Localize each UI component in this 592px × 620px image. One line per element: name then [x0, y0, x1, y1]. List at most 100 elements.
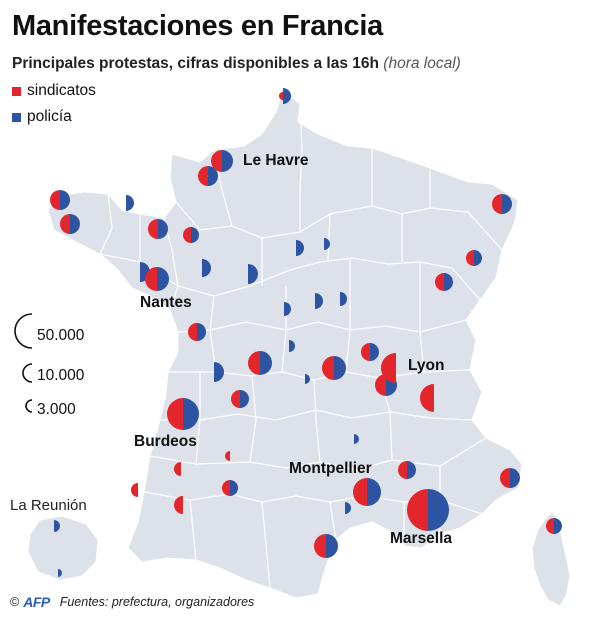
protest-marker: [54, 520, 60, 532]
sindicatos-half: [131, 483, 138, 497]
policia-half: [284, 302, 291, 316]
size-legend-arc-10000: [22, 363, 33, 383]
protest-marker: [420, 384, 434, 412]
protest-marker: [126, 195, 134, 211]
policia-half: [326, 534, 338, 558]
sindicatos-half: [381, 353, 396, 383]
sindicatos-half: [222, 480, 230, 496]
size-legend-arc-3000: [25, 399, 33, 413]
policia-half: [289, 340, 295, 352]
policia-half: [296, 240, 304, 256]
protest-marker: [148, 219, 168, 239]
policia-half: [222, 150, 233, 172]
protest-marker: [381, 353, 396, 383]
sindicatos-half: [466, 250, 474, 266]
policia-half: [444, 273, 453, 291]
protest-marker: [315, 293, 323, 309]
size-legend-arc-50000: [14, 313, 33, 349]
city-label-le-havre: Le Havre: [243, 152, 309, 169]
protest-marker: [361, 343, 379, 361]
sindicatos-half: [435, 273, 444, 291]
policia-half: [283, 88, 291, 104]
copyright-symbol: ©: [10, 595, 20, 609]
afp-logo: AFP: [23, 594, 50, 610]
protest-marker: [284, 302, 291, 316]
policia-half: [367, 478, 381, 506]
protest-marker: [492, 194, 512, 214]
protest-marker: [354, 434, 359, 444]
policia-half: [407, 461, 416, 479]
sindicatos-half: [353, 478, 367, 506]
protest-marker: [466, 250, 482, 266]
policia-half: [474, 250, 482, 266]
protest-marker: [174, 496, 183, 514]
protest-marker: [353, 478, 381, 506]
policia-half: [502, 194, 512, 214]
legend-label: policía: [27, 108, 72, 125]
policia-half: [70, 214, 80, 234]
protest-markers: [50, 88, 562, 577]
city-label-montpellier: Montpellier: [289, 460, 372, 477]
sindicatos-half: [314, 534, 326, 558]
policia-half: [370, 343, 379, 361]
protest-marker: [145, 267, 169, 291]
sources-text: Fuentes: prefectura, organizadores: [59, 595, 255, 609]
inset-label-la-reunion: La Reunión: [10, 497, 87, 514]
sindicatos-half: [500, 468, 510, 488]
sindicatos-half: [167, 398, 183, 430]
sindicatos-half: [188, 323, 197, 341]
protest-marker: [174, 462, 181, 476]
protest-marker: [546, 518, 562, 534]
sindicatos-half: [231, 390, 240, 408]
policia-half: [340, 292, 347, 306]
sindicatos-half: [546, 518, 554, 534]
policia-half: [354, 434, 359, 444]
size-legend-label-3000: 3.000: [37, 401, 76, 418]
protest-marker: [435, 273, 453, 291]
policia-half: [428, 489, 449, 531]
protest-marker: [188, 323, 206, 341]
protest-marker: [167, 398, 199, 430]
policia-half: [324, 238, 330, 250]
policia-half: [248, 264, 258, 284]
sindicatos-half: [375, 374, 386, 396]
legend-item-policia: policía: [12, 108, 72, 126]
protest-marker: [131, 483, 138, 497]
protest-marker: [183, 227, 199, 243]
policia-half: [191, 227, 199, 243]
city-label-lyon: Lyon: [408, 357, 444, 374]
legend-swatch-blue: [12, 112, 21, 122]
legend-label: sindicatos: [27, 82, 96, 99]
legend-item-sindicatos: sindicatos: [12, 82, 96, 100]
protest-marker: [314, 534, 338, 558]
policia-half: [230, 480, 238, 496]
protest-marker: [322, 356, 346, 380]
protest-marker: [248, 351, 272, 375]
size-legend-label-10000: 10.000: [37, 367, 85, 384]
city-label-burdeos: Burdeos: [134, 433, 197, 450]
sindicatos-half: [361, 343, 370, 361]
policia-half: [60, 190, 70, 210]
protest-marker: [198, 166, 218, 186]
protest-marker: [407, 489, 449, 531]
protest-marker: [324, 238, 330, 250]
protest-marker: [60, 214, 80, 234]
policia-half: [208, 166, 218, 186]
sindicatos-half: [492, 194, 502, 214]
sindicatos-half: [174, 462, 181, 476]
protest-marker: [398, 461, 416, 479]
subtitle-note: (hora local): [383, 55, 461, 72]
policia-half: [345, 502, 351, 514]
protest-marker: [279, 88, 291, 104]
protest-marker: [296, 240, 304, 256]
sindicatos-half: [398, 461, 407, 479]
policia-half: [183, 398, 199, 430]
policia-half: [510, 468, 520, 488]
sindicatos-half: [322, 356, 334, 380]
size-legend: 50.000 10.000 3.000: [14, 313, 85, 418]
sindicatos-half: [248, 351, 260, 375]
sindicatos-half: [420, 384, 434, 412]
policia-half: [334, 356, 346, 380]
protest-marker: [58, 569, 62, 577]
